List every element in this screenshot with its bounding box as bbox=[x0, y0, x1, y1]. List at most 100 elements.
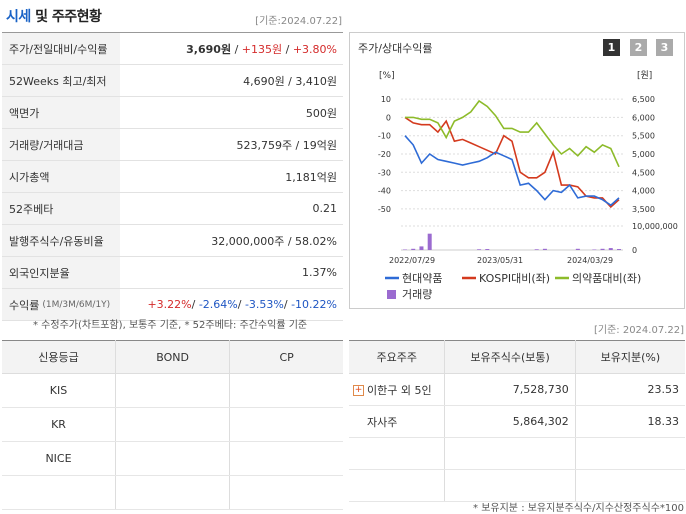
price-table-key: 액면가 bbox=[2, 97, 120, 128]
right-tick-label: 4,500 bbox=[632, 168, 655, 177]
price-value-part: 1.37% bbox=[302, 266, 337, 279]
table-cell bbox=[230, 374, 343, 408]
table-cell bbox=[116, 374, 230, 408]
column-header: BOND bbox=[116, 341, 230, 374]
table-cell: 18.33 bbox=[575, 406, 685, 438]
volume-bar bbox=[601, 249, 605, 250]
price-table-row: 시가총액 1,181억원 bbox=[2, 161, 343, 193]
price-table-key-label: 수익률 bbox=[9, 297, 39, 313]
price-value-part: / bbox=[238, 298, 245, 311]
ownership-footnote: * 보유지분 : 보유지분주식수/지수산정주식수*100 bbox=[473, 499, 684, 514]
left-tick-label: -50 bbox=[378, 205, 391, 214]
price-value-part: 3,690원 bbox=[186, 43, 231, 56]
table-cell bbox=[575, 438, 685, 470]
table-row: 자사주 5,864,302 18.33 bbox=[349, 406, 685, 438]
chart-page-3-button[interactable]: 3 bbox=[656, 39, 673, 56]
table-cell bbox=[2, 476, 116, 510]
table-cell bbox=[230, 408, 343, 442]
table-row: KIS bbox=[2, 374, 343, 408]
chart-title: 주가/상대수익률 bbox=[358, 40, 433, 56]
volume-bar bbox=[576, 249, 580, 250]
right-axis-unit: [원] bbox=[637, 70, 652, 81]
chart-page-1-button[interactable]: 1 bbox=[603, 39, 620, 56]
cell-text: 23.53 bbox=[648, 383, 680, 396]
cell-text: KR bbox=[51, 418, 66, 431]
title-shareholders: 주주현황 bbox=[52, 9, 102, 25]
table-cell bbox=[116, 476, 230, 510]
volume-tick-label: 0 bbox=[632, 246, 637, 255]
price-value-part: -2.64% bbox=[199, 298, 238, 311]
price-table-value: 32,000,000주 / 58.02% bbox=[120, 233, 343, 249]
left-axis-unit: [%] bbox=[379, 71, 395, 81]
title-and: 및 bbox=[31, 9, 52, 25]
cell-text: 이한구 외 5인 bbox=[367, 384, 432, 397]
table-cell: 7,528,730 bbox=[445, 374, 575, 406]
price-value-part: 0.21 bbox=[313, 202, 338, 215]
table-cell: +이한구 외 5인 bbox=[349, 374, 445, 406]
left-tick-label: 0 bbox=[386, 113, 391, 122]
price-table-value: 523,759주 / 19억원 bbox=[120, 137, 343, 153]
legend-label: 의약품대비(좌) bbox=[572, 271, 641, 285]
table-row: KR bbox=[2, 408, 343, 442]
price-value-part: +3.22% bbox=[147, 298, 191, 311]
table-row bbox=[349, 470, 685, 502]
price-table-key: 주가/전일대비/수익률 bbox=[2, 33, 120, 64]
table-cell bbox=[445, 470, 575, 502]
legend-label: 거래량 bbox=[402, 288, 432, 301]
x-tick-label: 2023/05/31 bbox=[477, 256, 523, 265]
table-cell bbox=[116, 408, 230, 442]
table-cell: KR bbox=[2, 408, 116, 442]
price-table-key-sub: (1M/3M/6M/1Y) bbox=[42, 300, 110, 310]
price-value-part: +135원 bbox=[242, 43, 282, 56]
price-value-part: 32,000,000주 / 58.02% bbox=[211, 235, 337, 248]
price-note: * 수정주가(차트포함), 보통주 기준, * 52주베타: 주간수익률 기준 bbox=[33, 316, 307, 331]
x-tick-label: 2024/03/29 bbox=[567, 256, 613, 265]
left-tick-label: -30 bbox=[378, 168, 391, 177]
expand-plus-icon[interactable]: + bbox=[353, 385, 364, 396]
left-tick-label: 10 bbox=[381, 95, 391, 104]
x-tick-label: 2022/07/29 bbox=[389, 256, 435, 265]
price-value-part: 4,690원 / 3,410원 bbox=[243, 75, 337, 88]
price-value-part: 1,181억원 bbox=[285, 171, 337, 184]
price-table-key-label: 52주베타 bbox=[9, 201, 53, 217]
price-table-key-label: 액면가 bbox=[9, 105, 39, 121]
cell-text: 자사주 bbox=[367, 416, 397, 429]
volume-bar bbox=[617, 249, 621, 250]
price-table-key-label: 주가/전일대비/수익률 bbox=[9, 41, 108, 57]
price-table-value: 0.21 bbox=[120, 202, 343, 215]
price-table-value: 500원 bbox=[120, 105, 343, 121]
right-tick-label: 6,000 bbox=[632, 113, 655, 122]
cell-text: 5,864,302 bbox=[513, 415, 569, 428]
right-tick-label: 5,500 bbox=[632, 132, 655, 141]
price-table-row: 52주베타 0.21 bbox=[2, 193, 343, 225]
section-title: 시세 및 주주현황 bbox=[6, 6, 101, 26]
price-table-key-label: 거래량/거래대금 bbox=[9, 137, 84, 153]
table-cell: 23.53 bbox=[575, 374, 685, 406]
price-table-key-label: 시가총액 bbox=[9, 169, 49, 185]
series-line-hyundai bbox=[405, 136, 619, 206]
price-table-value: 1.37% bbox=[120, 266, 343, 279]
price-value-part: / bbox=[284, 298, 291, 311]
price-table-value: 1,181억원 bbox=[120, 169, 343, 185]
legend-label: KOSPI대비(좌) bbox=[479, 272, 550, 285]
price-table-key: 외국인지분율 bbox=[2, 257, 120, 288]
left-tick-label: -40 bbox=[378, 187, 391, 196]
price-value-part: 523,759주 / 19억원 bbox=[236, 139, 337, 152]
chart-page-2-button[interactable]: 2 bbox=[630, 39, 647, 56]
price-table-key-label: 발행주식수/유동비율 bbox=[9, 233, 104, 249]
table-cell: 5,864,302 bbox=[445, 406, 575, 438]
price-table-value: 4,690원 / 3,410원 bbox=[120, 73, 343, 89]
cell-text: 7,528,730 bbox=[513, 383, 569, 396]
left-tick-label: -10 bbox=[378, 132, 391, 141]
legend-swatch bbox=[387, 290, 396, 299]
right-tick-label: 6,500 bbox=[632, 95, 655, 104]
price-value-part: 500원 bbox=[306, 107, 337, 120]
volume-bar bbox=[411, 249, 415, 250]
table-row bbox=[2, 476, 343, 510]
column-header: 주요주주 bbox=[349, 341, 445, 374]
price-table-key: 52주베타 bbox=[2, 193, 120, 224]
